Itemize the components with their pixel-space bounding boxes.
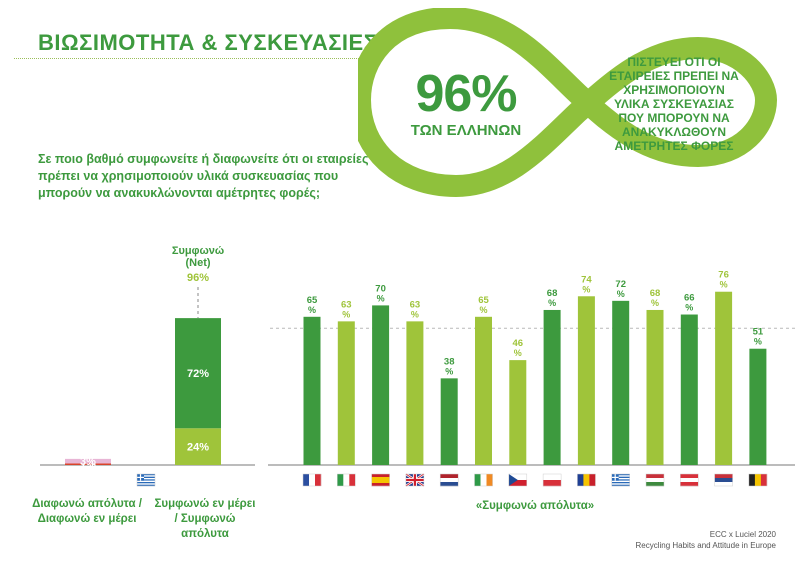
country-bar-value-2: 70 [375,283,386,294]
flag-romania-icon [577,473,596,487]
country-bar-10 [646,309,664,465]
caption-countries: «Συμφωνώ απόλυτα» [475,500,595,512]
greece-bar-label-3: 72% [187,368,209,380]
page-title: ΒΙΩΣΙΜΟΤΗΤΑ & ΣΥΣΚΕΥΑΣΙΕΣ [38,30,378,55]
country-bar-value-4: 38 [444,356,455,367]
country-bar-unit-0: % [308,305,316,315]
country-bar-value-1: 63 [341,299,352,310]
highlight-percent: 96% [415,65,517,123]
greece-bar-label-2: 24% [187,442,209,454]
country-bar-unit-13: % [754,337,762,347]
country-bar-value-3: 63 [410,299,421,310]
country-bar-8 [577,296,595,465]
flag-czech-icon [508,473,528,487]
country-bar-unit-8: % [582,284,590,294]
country-bar-value-0: 65 [307,295,318,306]
infinity-graphic [358,8,778,198]
country-bar-unit-10: % [651,298,659,308]
country-bar-value-10: 68 [650,288,661,299]
greece-bar-segment-0 [65,463,111,465]
flag-greece-icon [611,473,630,487]
flag-france-icon [302,473,322,487]
flag-austria-icon [680,473,699,487]
flag-uk-icon [405,473,425,487]
country-bar-value-9: 72 [615,279,626,290]
country-bar-unit-2: % [377,293,385,303]
greece-bar-segment-1 [65,458,111,464]
net-label-line-2: (Net) [185,257,210,269]
flag-italy-icon [337,473,356,487]
flag-netherlands-icon [439,473,459,487]
country-bar-unit-4: % [445,366,453,376]
caption-agree: Συμφωνώ εν μέρει / Συμφωνώ απόλυτα [154,498,256,540]
country-bar-5 [475,316,492,465]
flag-spain-icon [371,473,390,487]
flag-belgium-icon [748,473,768,487]
caption-disagree: Διαφωνώ απόλυτα / Διαφωνώ εν μέρει [32,498,142,525]
country-bar-unit-3: % [411,309,419,319]
net-label-line-1: Συμφωνώ [172,245,224,257]
highlight-statement: ΠΙΣΤΕΥΕΙ ΟΤΙ ΟΙ ΕΤΑΙΡΕΙΕΣ ΠΡΕΠΕΙ ΝΑ ΧΡΗΣ… [609,55,739,153]
flag-serbia-icon [714,473,733,487]
flag-ireland-icon [474,473,493,487]
country-bar-3 [406,321,424,465]
country-bar-unit-5: % [479,305,487,315]
survey-question: Σε ποιο βαθμό συμφωνείτε ή διαφωνείτε ότ… [38,152,369,200]
country-bar-value-13: 51 [753,327,764,338]
country-bar-value-11: 66 [684,293,695,304]
country-bar-value-5: 65 [478,295,489,306]
country-bar-1 [337,321,355,465]
country-bar-9 [612,300,630,465]
country-bar-unit-12: % [720,280,728,290]
highlight-subtitle: ΤΩΝ ΕΛΛΗΝΩΝ [410,122,522,139]
source-line-1: ECC x Luciel 2020 [709,530,776,539]
country-bar-value-12: 76 [718,270,729,281]
country-bar-4 [440,378,458,465]
country-bar-unit-11: % [685,303,693,313]
country-bar-unit-1: % [342,309,350,319]
net-value-label: 96% [187,272,209,284]
greece-bar-segment-2 [175,428,221,465]
greece-bar-segment-3 [175,318,221,429]
country-bar-0 [303,316,321,465]
country-bar-13 [749,348,767,465]
country-bar-value-6: 46 [513,338,524,349]
country-bar-6 [509,360,527,465]
country-bar-unit-9: % [617,289,625,299]
country-bar-value-7: 68 [547,288,558,299]
country-bar-unit-7: % [548,298,556,308]
source-note: ECC x Luciel 2020 Recycling Habits and A… [635,529,776,551]
title-divider [14,58,359,59]
country-bar-7 [543,309,561,465]
greece-bar-label-1: 3% [80,456,96,468]
country-bar-11 [680,314,698,465]
flag-greece-icon [136,473,156,487]
country-bar-2 [372,305,390,465]
country-bar-12 [715,291,733,465]
flag-poland-icon [542,473,562,487]
infinity-loop-shape [358,8,778,198]
flag-hungary-icon [645,473,665,487]
source-line-2: Recycling Habits and Attitude in Europe [635,541,776,550]
country-bar-unit-6: % [514,348,522,358]
country-bar-value-8: 74 [581,274,592,285]
